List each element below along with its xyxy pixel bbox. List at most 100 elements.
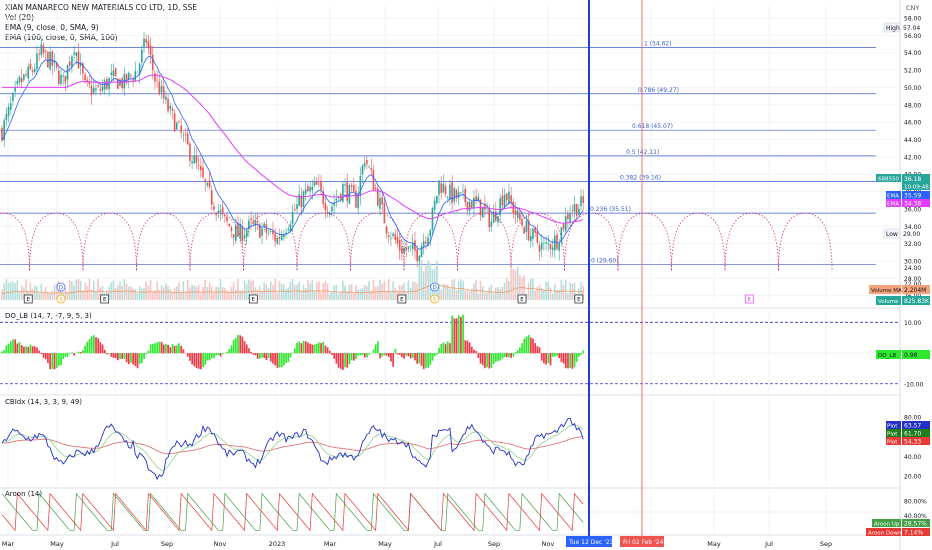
do-bar-260 [569, 353, 571, 369]
candle-body-218 [477, 196, 480, 202]
candle-body-135 [296, 204, 298, 209]
do-bar-107 [234, 338, 237, 354]
volume-bar-1 [3, 283, 5, 300]
candle-body-224 [490, 221, 493, 227]
do-bar-201 [440, 343, 443, 354]
do-bar-4 [9, 341, 12, 354]
candle-body-92 [202, 167, 204, 178]
volume-bar-119 [261, 290, 263, 300]
volume-bar-207 [453, 279, 456, 300]
do-bar-94 [206, 353, 209, 361]
volume-bar-40 [88, 278, 91, 300]
high-badge: High 57.04 [883, 22, 920, 33]
candle-body-15 [33, 68, 36, 72]
do-bar-249 [545, 353, 547, 365]
volume-bar-42 [92, 280, 95, 300]
volume-bar-199 [436, 261, 438, 300]
vertical-markers[interactable] [588, 0, 643, 536]
candle-body-97 [213, 206, 215, 210]
volume-bar-122 [267, 287, 270, 300]
do-lb-pane [0, 314, 900, 385]
do-bar-115 [252, 353, 255, 355]
do-bar-172 [377, 341, 379, 354]
event-markers[interactable]: EDS E E EDS E E E [23, 282, 754, 304]
do-bar-64 [141, 353, 143, 364]
candle-body-12 [27, 66, 30, 79]
do-bar-69 [151, 344, 154, 354]
volume-bar-205 [449, 289, 451, 300]
candle-body-8 [18, 76, 21, 83]
do-bar-117 [256, 353, 259, 359]
do-bar-81 [178, 343, 180, 354]
candle-body-142 [311, 186, 314, 191]
candle-body-146 [320, 180, 322, 190]
do-bar-106 [232, 339, 235, 354]
volume-bar-173 [379, 279, 381, 300]
indicator-legend-vol[interactable]: Vol (20) [5, 13, 34, 22]
candle-body-46 [101, 86, 104, 91]
do-bar-207 [453, 318, 456, 354]
do-bar-218 [477, 353, 480, 358]
do-bar-105 [230, 345, 233, 354]
indicator-legend-ema9[interactable]: EMA (9, close, 0, SMA, 9) [5, 23, 99, 32]
time-label-9: Sep [488, 540, 500, 548]
volume-bar-23 [51, 290, 54, 300]
pane-title-do-lb[interactable]: DO_LB (14, 7, -7, 9, 5, 3) [5, 312, 92, 320]
pane-title-aroon[interactable]: Aroon (14) [5, 490, 42, 498]
fibonacci-retracement[interactable]: 1 (54.62) 0.786 (49.27) 0.618 (45.07) 0.5 (… [0, 40, 876, 265]
candle-body-137 [300, 195, 303, 208]
candle-body-246 [538, 245, 541, 252]
do-bar-24 [53, 353, 56, 370]
volume-bar-98 [215, 286, 217, 300]
volume-bar-161 [352, 293, 355, 300]
do-bar-246 [538, 347, 541, 354]
do-bar-192 [420, 353, 423, 366]
candle-body-250 [547, 243, 550, 245]
candle-body-151 [331, 206, 333, 212]
candle-body-248 [543, 243, 545, 245]
do-bar-144 [315, 343, 318, 354]
candle-body-52 [114, 67, 117, 76]
volume-bar-187 [409, 287, 412, 300]
candle-body-221 [484, 203, 486, 210]
pane-title-cbidx[interactable]: CBIdx (14, 3, 3, 9, 49) [5, 398, 82, 406]
event-letter-9: E [577, 297, 581, 303]
do-bar-65 [143, 353, 145, 360]
svg-text:EMA: EMA [887, 194, 899, 200]
aroon-down-line [1, 492, 584, 532]
do-bar-196 [429, 353, 432, 365]
do-bar-225 [492, 353, 495, 365]
volume-bar-49 [108, 286, 110, 300]
candle-body-63 [138, 64, 141, 75]
do-bar-58 [127, 353, 130, 365]
volume-bar-77 [169, 288, 172, 300]
volume-bar-53 [117, 285, 119, 300]
do-bar-133 [291, 352, 294, 354]
candle-body-21 [47, 52, 49, 68]
candle-body-38 [84, 74, 86, 81]
low-value: 29.00 [903, 231, 920, 238]
volume-bar-85 [186, 279, 189, 300]
candle-body-185 [405, 248, 408, 250]
volume-bar-66 [145, 281, 148, 300]
do-bar-26 [58, 353, 60, 366]
candle-body-32 [71, 56, 73, 68]
volume-bar-258 [564, 280, 567, 300]
time-label-5: 2023 [269, 540, 286, 548]
fib-label-6: 0 (29.60) [591, 257, 619, 264]
candle-body-122 [267, 233, 270, 234]
do-bar-187 [409, 353, 412, 359]
do-bar-206 [451, 315, 454, 354]
do-bar-156 [342, 353, 344, 370]
candle-body-78 [171, 108, 174, 111]
volume-bar-134 [293, 284, 296, 300]
volume-bar-20 [44, 286, 47, 300]
do-bar-245 [536, 346, 539, 354]
volume-bar-130 [285, 288, 287, 300]
volume-badge: Volume 825.83K [876, 296, 930, 305]
do-bar-130 [285, 353, 287, 364]
indicator-legend-ema100[interactable]: EMA (100, close, 0, SMA, 100) [5, 33, 118, 42]
do-bar-236 [516, 350, 519, 354]
do-bar-43 [95, 337, 97, 354]
